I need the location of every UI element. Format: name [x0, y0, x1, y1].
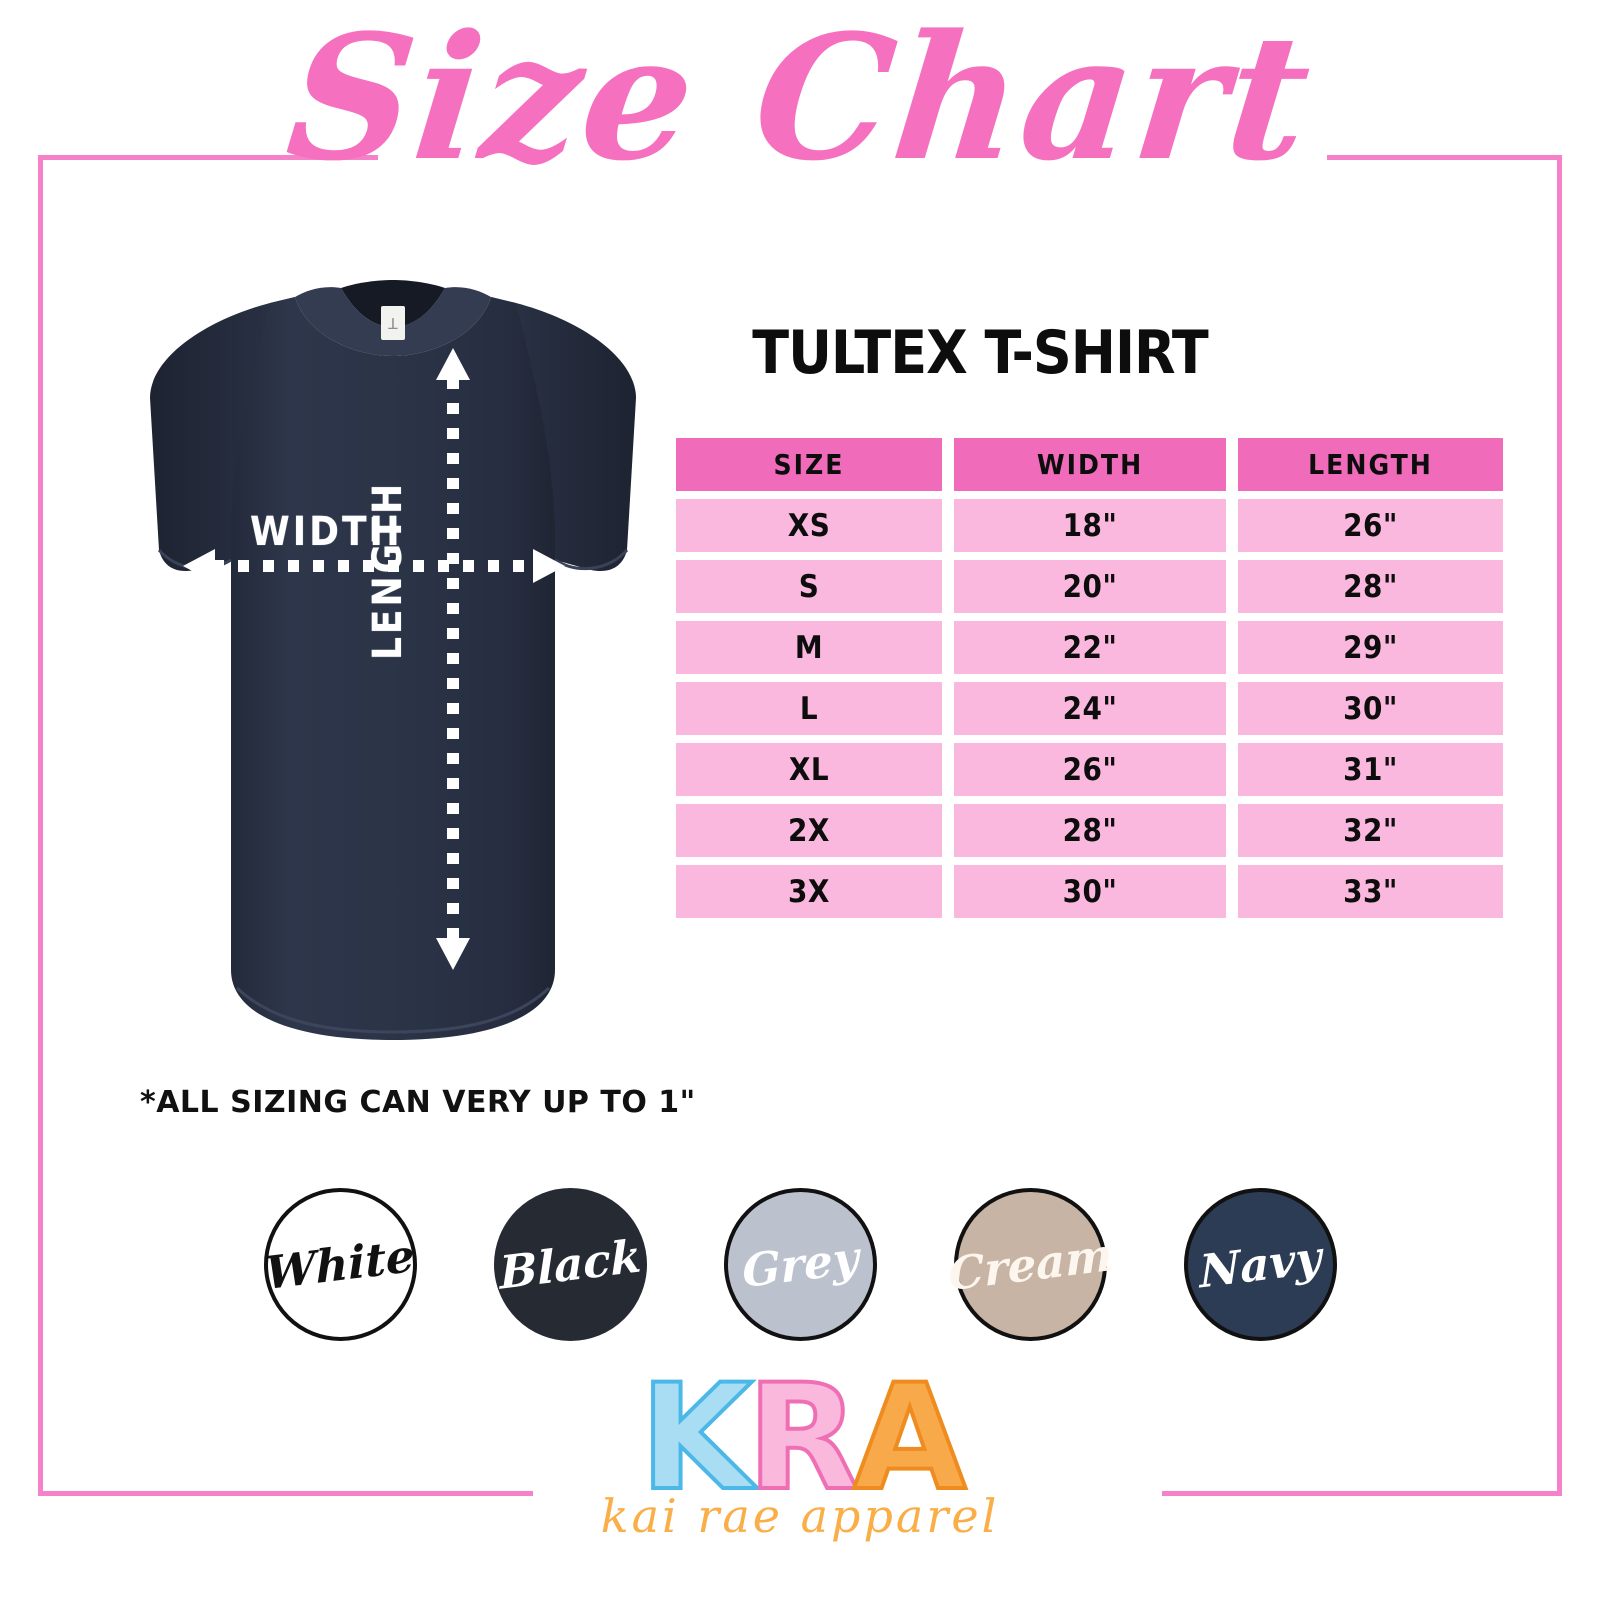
product-heading: TULTEX T-SHIRT [752, 318, 1208, 388]
sizing-disclaimer: *ALL SIZING CAN VERY UP TO 1" [140, 1085, 696, 1120]
tshirt-neck-opening [341, 280, 445, 327]
swatch-label: Black [498, 1229, 642, 1300]
cell-length: 32" [1238, 804, 1503, 857]
logo-letters: KRA [638, 1353, 969, 1523]
table-header-row: SIZE WIDTH LENGTH [676, 438, 1503, 491]
tshirt-tag-mark: ꓕ [387, 316, 398, 333]
tshirt-illustration: ꓕ WIDTH LENGTH [55, 270, 645, 1070]
column-header-width: WIDTH [954, 438, 1226, 491]
table-row: 2X 28" 32" [676, 804, 1503, 857]
cell-length: 30" [1238, 682, 1503, 735]
cell-size: 3X [676, 865, 942, 918]
size-chart-table: SIZE WIDTH LENGTH XS 18" 26" S 20" 28" M… [676, 438, 1503, 926]
cell-length: 33" [1238, 865, 1503, 918]
cell-size: S [676, 560, 942, 613]
brand-logo: KRA kai rae apparel [0, 1353, 1600, 1543]
swatch-label: Navy [1198, 1230, 1322, 1299]
logo-letter-r: R [745, 1353, 861, 1523]
table-row: M 22" 29" [676, 621, 1503, 674]
swatch-label: Cream [947, 1227, 1113, 1302]
width-measure-label: WIDTH [250, 509, 403, 555]
table-row: XL 26" 31" [676, 743, 1503, 796]
table-row: S 20" 28" [676, 560, 1503, 613]
cell-width: 20" [954, 560, 1226, 613]
table-row: L 24" 30" [676, 682, 1503, 735]
tshirt-body [231, 297, 555, 1040]
swatch-label: Grey [741, 1230, 859, 1299]
product-heading-wrap: TULTEX T-SHIRT [676, 318, 1276, 388]
swatch-label: White [264, 1228, 416, 1301]
color-swatch-cream[interactable]: Cream [947, 1188, 1113, 1341]
cell-size: XL [676, 743, 942, 796]
tshirt-neck-tag [381, 306, 405, 340]
cell-length: 31" [1238, 743, 1503, 796]
logo-tagline: kai rae apparel [600, 1489, 1000, 1543]
measurement-guides [183, 348, 565, 970]
cell-width: 18" [954, 499, 1226, 552]
tshirt-collar [295, 287, 491, 356]
length-arrow-up [436, 348, 470, 380]
cell-size: M [676, 621, 942, 674]
width-arrow-left [183, 549, 215, 583]
tshirt-right-sleeve-hem [554, 548, 629, 571]
cell-size: 2X [676, 804, 942, 857]
length-measure-label: LENGTH [365, 480, 411, 660]
column-header-length: LENGTH [1238, 438, 1503, 491]
cell-width: 22" [954, 621, 1226, 674]
cell-width: 30" [954, 865, 1226, 918]
cell-length: 29" [1238, 621, 1503, 674]
tshirt-graphic-svg: ꓕ [150, 280, 636, 1040]
page-title: Size Chart [279, 0, 1321, 199]
color-swatch-black[interactable]: Black [493, 1188, 647, 1341]
logo-letter-a: A [851, 1353, 968, 1523]
cell-size: L [676, 682, 942, 735]
cell-length: 28" [1238, 560, 1503, 613]
logo-letter-k: K [638, 1353, 755, 1523]
cell-size: XS [676, 499, 942, 552]
table-row: 3X 30" 33" [676, 865, 1503, 918]
page-title-wrap: Size Chart [0, 0, 1600, 199]
tshirt-bottom-hem [235, 986, 551, 1034]
cell-width: 26" [954, 743, 1226, 796]
cell-width: 24" [954, 682, 1226, 735]
color-swatch-row: White Black Grey Cream Navy [0, 1188, 1600, 1341]
table-row: XS 18" 26" [676, 499, 1503, 552]
column-header-size: SIZE [676, 438, 942, 491]
cell-length: 26" [1238, 499, 1503, 552]
color-swatch-grey[interactable]: Grey [723, 1188, 877, 1341]
width-arrow-right [533, 549, 565, 583]
color-swatch-navy[interactable]: Navy [1183, 1188, 1337, 1341]
cell-width: 28" [954, 804, 1226, 857]
color-swatch-white[interactable]: White [263, 1188, 417, 1341]
length-arrow-down [436, 938, 470, 970]
